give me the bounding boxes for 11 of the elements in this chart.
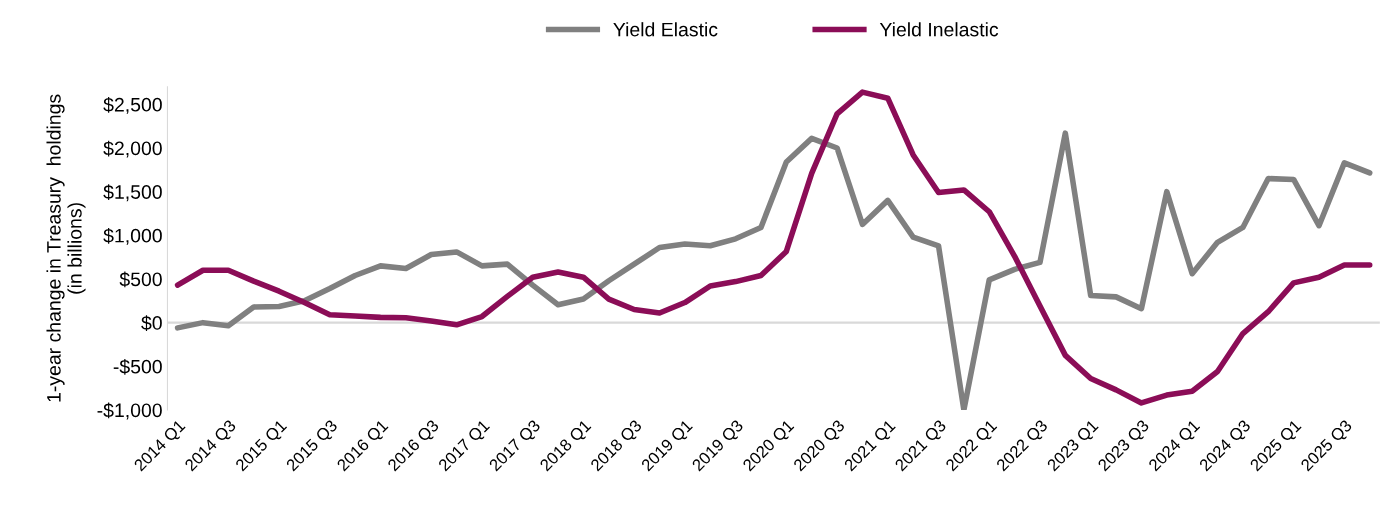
y-tick-label: $500 (119, 271, 162, 288)
y-tick-label: $2,500 (103, 96, 162, 114)
y-tick-label: $2,000 (103, 140, 162, 158)
legend-label: Yield Inelastic (879, 22, 999, 37)
y-tick-label: $1,500 (103, 184, 162, 202)
y-tick-label: $0 (141, 315, 162, 332)
legend-label: Yield Elastic (613, 22, 718, 37)
y-tick-label: $1,000 (103, 227, 162, 245)
y-axis-title: 1-year change in Treasury holdings (in billions) (46, 94, 86, 402)
y-tick-label: -$1,000 (97, 402, 162, 420)
y-tick-label: -$500 (113, 358, 162, 375)
